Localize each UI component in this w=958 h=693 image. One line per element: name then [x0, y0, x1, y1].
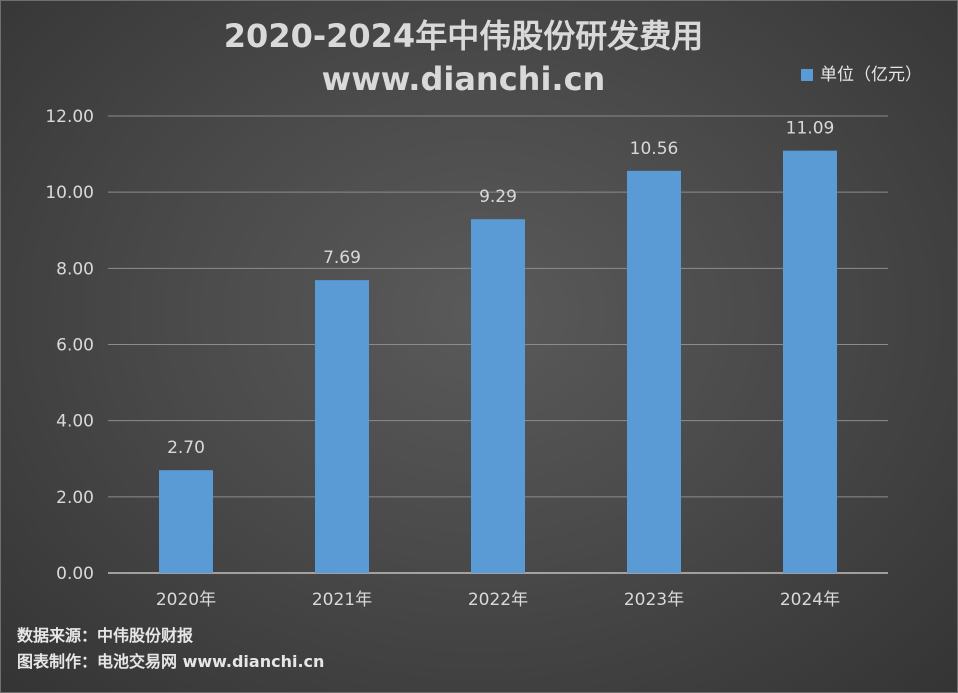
y-tick-label: 0.00: [56, 564, 94, 584]
producer-note: 图表制作：电池交易网 www.dianchi.cn: [17, 652, 325, 671]
legend: 单位（亿元）: [801, 64, 922, 86]
data-labels: 2.70 7.69 9.29 10.56 11.09: [167, 119, 834, 459]
bar: [783, 150, 837, 574]
x-tick-label: 2021年: [312, 590, 372, 610]
bar: [627, 170, 681, 573]
data-label: 9.29: [479, 187, 517, 207]
legend-swatch: [801, 69, 813, 81]
legend-label: 单位（亿元）: [820, 65, 922, 85]
y-tick-label: 2.00: [56, 488, 94, 508]
source-note: 数据来源：中伟股份财报: [17, 626, 194, 645]
chart-subtitle: www.dianchi.cn: [321, 60, 606, 98]
x-tick-label: 2020年: [156, 590, 216, 610]
bars: [159, 150, 837, 574]
y-tick-label: 10.00: [45, 183, 94, 203]
x-tick-label: 2023年: [624, 590, 684, 610]
y-tick-label: 4.00: [56, 412, 94, 432]
y-tick-label: 12.00: [45, 107, 94, 127]
data-label: 2.70: [167, 438, 205, 458]
x-tick-label: 2022年: [468, 590, 528, 610]
data-label: 7.69: [323, 248, 361, 268]
bar: [159, 470, 213, 573]
x-tick-label: 2024年: [780, 590, 840, 610]
bar: [471, 219, 525, 574]
data-label: 11.09: [786, 119, 835, 139]
x-axis: 2020年 2021年 2022年 2023年 2024年: [156, 590, 840, 610]
y-tick-label: 6.00: [56, 336, 94, 356]
data-label: 10.56: [630, 139, 679, 159]
chart-title: 2020-2024年中伟股份研发费用: [223, 17, 704, 55]
bar: [315, 280, 369, 573]
y-axis: 0.00 2.00 4.00 6.00 8.00 10.00 12.00: [45, 107, 94, 584]
y-tick-label: 8.00: [56, 259, 94, 279]
